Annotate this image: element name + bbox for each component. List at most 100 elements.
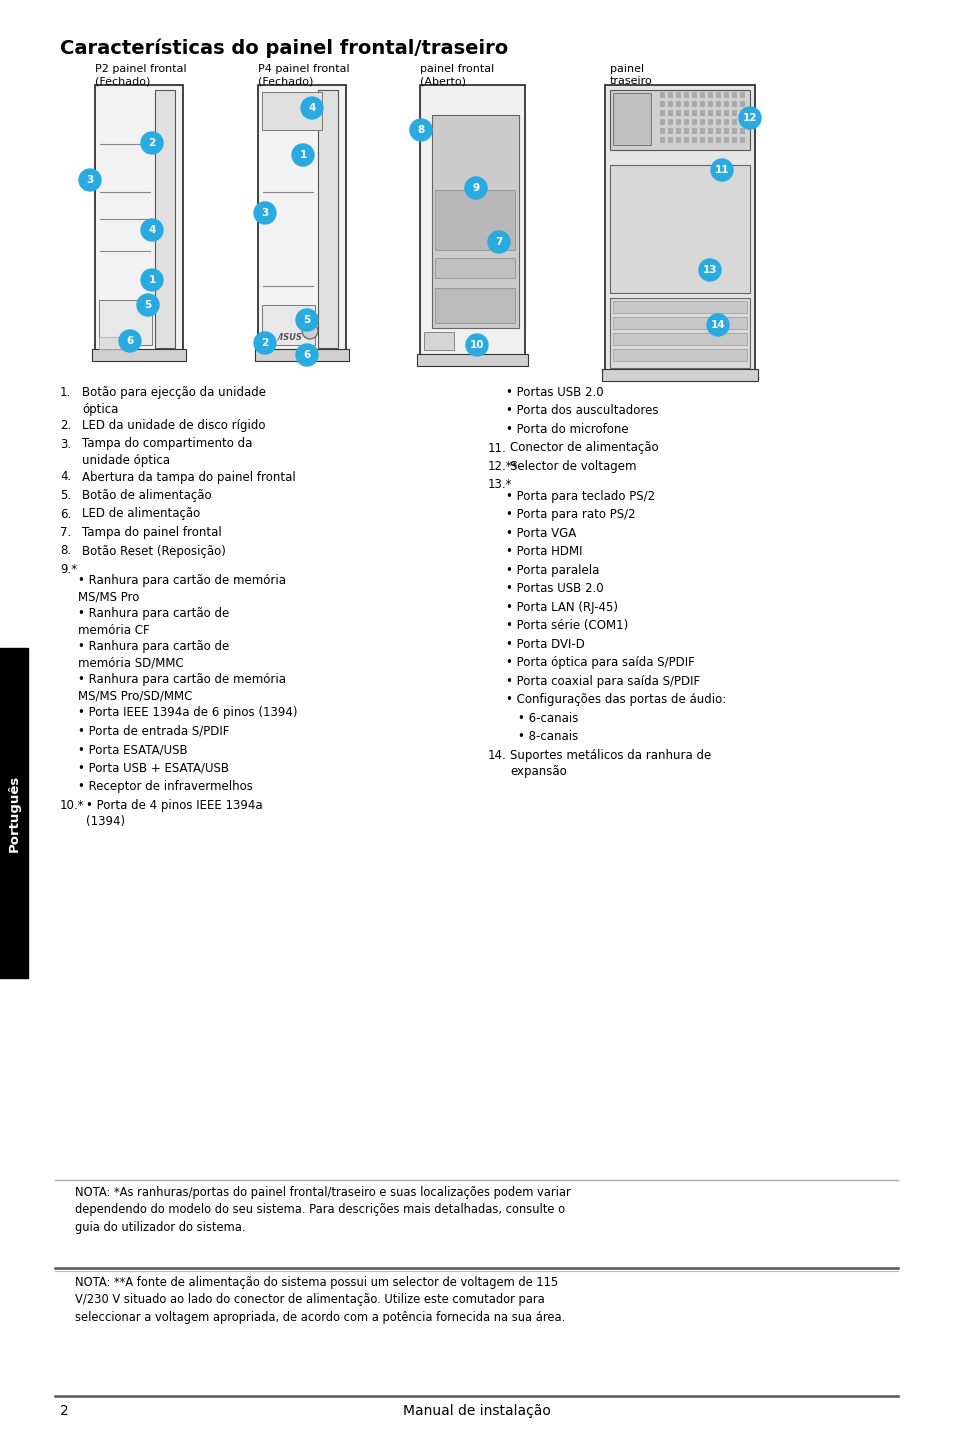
Bar (731, 101, 737, 106)
Bar (683, 101, 688, 106)
Bar (700, 101, 704, 106)
Circle shape (119, 329, 141, 352)
Bar (716, 101, 720, 106)
Text: 2: 2 (60, 1403, 69, 1418)
Circle shape (488, 232, 510, 253)
Text: • Porta de 4 pinos IEEE 1394a
(1394): • Porta de 4 pinos IEEE 1394a (1394) (86, 798, 262, 828)
Text: P2 painel frontal
(Fechado): P2 painel frontal (Fechado) (95, 65, 187, 86)
Circle shape (301, 96, 323, 119)
Text: 14: 14 (710, 321, 724, 329)
Bar (432, 115, 518, 328)
Text: Manual de instalação: Manual de instalação (402, 1403, 551, 1418)
Text: • Porta do microfone: • Porta do microfone (505, 423, 628, 436)
Text: Tampa do painel frontal: Tampa do painel frontal (82, 526, 221, 539)
Text: 1: 1 (299, 150, 306, 160)
Text: • Ranhura para cartão de memória
MS/MS Pro: • Ranhura para cartão de memória MS/MS P… (78, 574, 286, 604)
Bar (683, 119, 688, 125)
Text: 8.: 8. (60, 545, 71, 558)
Text: Suportes metálicos da ranhura de
expansão: Suportes metálicos da ranhura de expansã… (510, 749, 711, 778)
Text: Português: Português (8, 775, 20, 851)
Text: Abertura da tampa do painel frontal: Abertura da tampa do painel frontal (82, 470, 295, 483)
Text: • 8-canais: • 8-canais (517, 731, 578, 743)
Text: • Configurações das portas de áudio:: • Configurações das portas de áudio: (505, 693, 725, 706)
Bar (740, 137, 744, 142)
Bar (601, 370, 758, 381)
Text: Botão Reset (Reposição): Botão Reset (Reposição) (82, 545, 226, 558)
Bar (700, 128, 704, 134)
Circle shape (141, 132, 163, 154)
Bar (723, 101, 728, 106)
Circle shape (137, 293, 159, 316)
Circle shape (295, 344, 317, 367)
Text: • Porta coaxial para saída S/PDIF: • Porta coaxial para saída S/PDIF (505, 674, 700, 687)
Bar (435, 190, 515, 250)
Bar (667, 92, 672, 98)
Text: • 6-canais: • 6-canais (517, 712, 578, 725)
Text: 14.: 14. (488, 749, 506, 762)
Text: 1: 1 (149, 275, 155, 285)
Bar (716, 119, 720, 125)
Circle shape (141, 219, 163, 242)
Bar (691, 92, 697, 98)
Bar (154, 91, 174, 348)
Bar (731, 137, 737, 142)
Circle shape (253, 332, 275, 354)
Bar (700, 92, 704, 98)
Bar (700, 137, 704, 142)
Bar (723, 128, 728, 134)
Bar (740, 128, 744, 134)
Text: 5.: 5. (60, 489, 71, 502)
Bar (419, 85, 524, 358)
Circle shape (79, 170, 101, 191)
Bar (0, 649, 28, 978)
Bar (716, 109, 720, 116)
Bar (740, 119, 744, 125)
Bar (667, 137, 672, 142)
Bar (416, 354, 527, 367)
Bar (691, 137, 697, 142)
Bar (676, 128, 680, 134)
Bar (613, 301, 746, 313)
Text: Selector de voltagem: Selector de voltagem (510, 460, 636, 473)
Text: 2: 2 (149, 138, 155, 148)
Bar (423, 332, 454, 349)
Bar (435, 288, 515, 324)
Bar (659, 119, 664, 125)
Text: • Porta VGA: • Porta VGA (505, 526, 576, 539)
Text: • Porta IEEE 1394a de 6 pinos (1394): • Porta IEEE 1394a de 6 pinos (1394) (78, 706, 297, 719)
Text: • Porta óptica para saída S/PDIF: • Porta óptica para saída S/PDIF (505, 656, 694, 669)
Bar (659, 92, 664, 98)
Text: 10.*: 10.* (60, 798, 85, 811)
Bar (613, 334, 746, 345)
Bar (609, 298, 749, 368)
Bar (691, 128, 697, 134)
Text: 13: 13 (702, 265, 717, 275)
Bar (740, 92, 744, 98)
Circle shape (706, 313, 728, 336)
Bar (731, 128, 737, 134)
Bar (609, 91, 749, 150)
Text: Tampa do compartimento da
unidade óptica: Tampa do compartimento da unidade óptica (82, 437, 253, 467)
Bar (731, 119, 737, 125)
Bar (99, 336, 129, 349)
Text: • Portas USB 2.0: • Portas USB 2.0 (505, 582, 603, 595)
Text: 7.: 7. (60, 526, 71, 539)
Circle shape (464, 177, 486, 198)
Text: 9.*: 9.* (60, 564, 77, 577)
Text: 4: 4 (148, 224, 155, 234)
Bar (257, 85, 346, 352)
Text: • Porta para teclado PS/2: • Porta para teclado PS/2 (505, 489, 655, 503)
Bar (676, 119, 680, 125)
Bar (691, 109, 697, 116)
Text: • Porta USB + ESATA/USB: • Porta USB + ESATA/USB (78, 762, 229, 775)
Bar (716, 137, 720, 142)
Bar (604, 85, 754, 372)
Circle shape (739, 106, 760, 129)
Bar (254, 349, 349, 361)
Text: LED de alimentação: LED de alimentação (82, 508, 200, 521)
Text: • Porta LAN (RJ-45): • Porta LAN (RJ-45) (505, 601, 618, 614)
Bar (700, 119, 704, 125)
Text: 11: 11 (714, 165, 728, 175)
Text: painel
traseiro: painel traseiro (609, 65, 652, 86)
Text: 2.: 2. (60, 418, 71, 431)
